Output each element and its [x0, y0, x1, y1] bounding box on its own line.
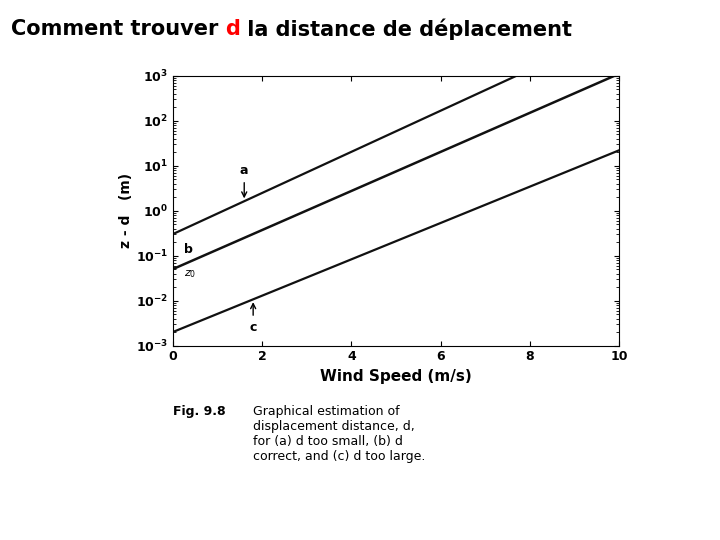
Text: $z_0$: $z_0$ — [184, 268, 197, 280]
Text: c: c — [249, 303, 257, 334]
Text: d: d — [225, 19, 240, 39]
Text: Fig. 9.8: Fig. 9.8 — [173, 405, 225, 418]
Text: a: a — [240, 164, 248, 197]
Text: la distance de déplacement: la distance de déplacement — [240, 19, 572, 40]
Text: Graphical estimation of
  displacement distance, d,
  for (a) d too small, (b) d: Graphical estimation of displacement dis… — [245, 405, 426, 463]
Text: b: b — [184, 243, 193, 256]
X-axis label: Wind Speed (m/s): Wind Speed (m/s) — [320, 369, 472, 384]
Text: Comment trouver: Comment trouver — [11, 19, 225, 39]
Y-axis label: z - d   (m): z - d (m) — [119, 173, 132, 248]
